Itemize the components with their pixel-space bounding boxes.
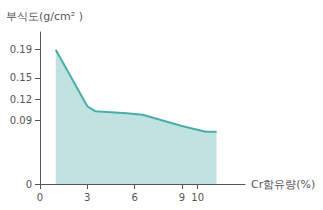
svg-text:9: 9 (179, 192, 185, 203)
svg-text:부식도(g/cm² ): 부식도(g/cm² ) (6, 10, 83, 23)
svg-text:10: 10 (191, 192, 204, 203)
svg-text:6: 6 (131, 192, 137, 203)
svg-text:0.15: 0.15 (10, 72, 32, 83)
svg-text:0: 0 (26, 179, 32, 190)
svg-text:0.19: 0.19 (10, 44, 32, 55)
svg-text:Cr함유량(%): Cr함유량(%) (251, 178, 315, 191)
svg-text:0.12: 0.12 (10, 94, 32, 105)
svg-text:0: 0 (37, 192, 43, 203)
svg-text:3: 3 (84, 192, 90, 203)
svg-text:0.09: 0.09 (10, 115, 32, 126)
